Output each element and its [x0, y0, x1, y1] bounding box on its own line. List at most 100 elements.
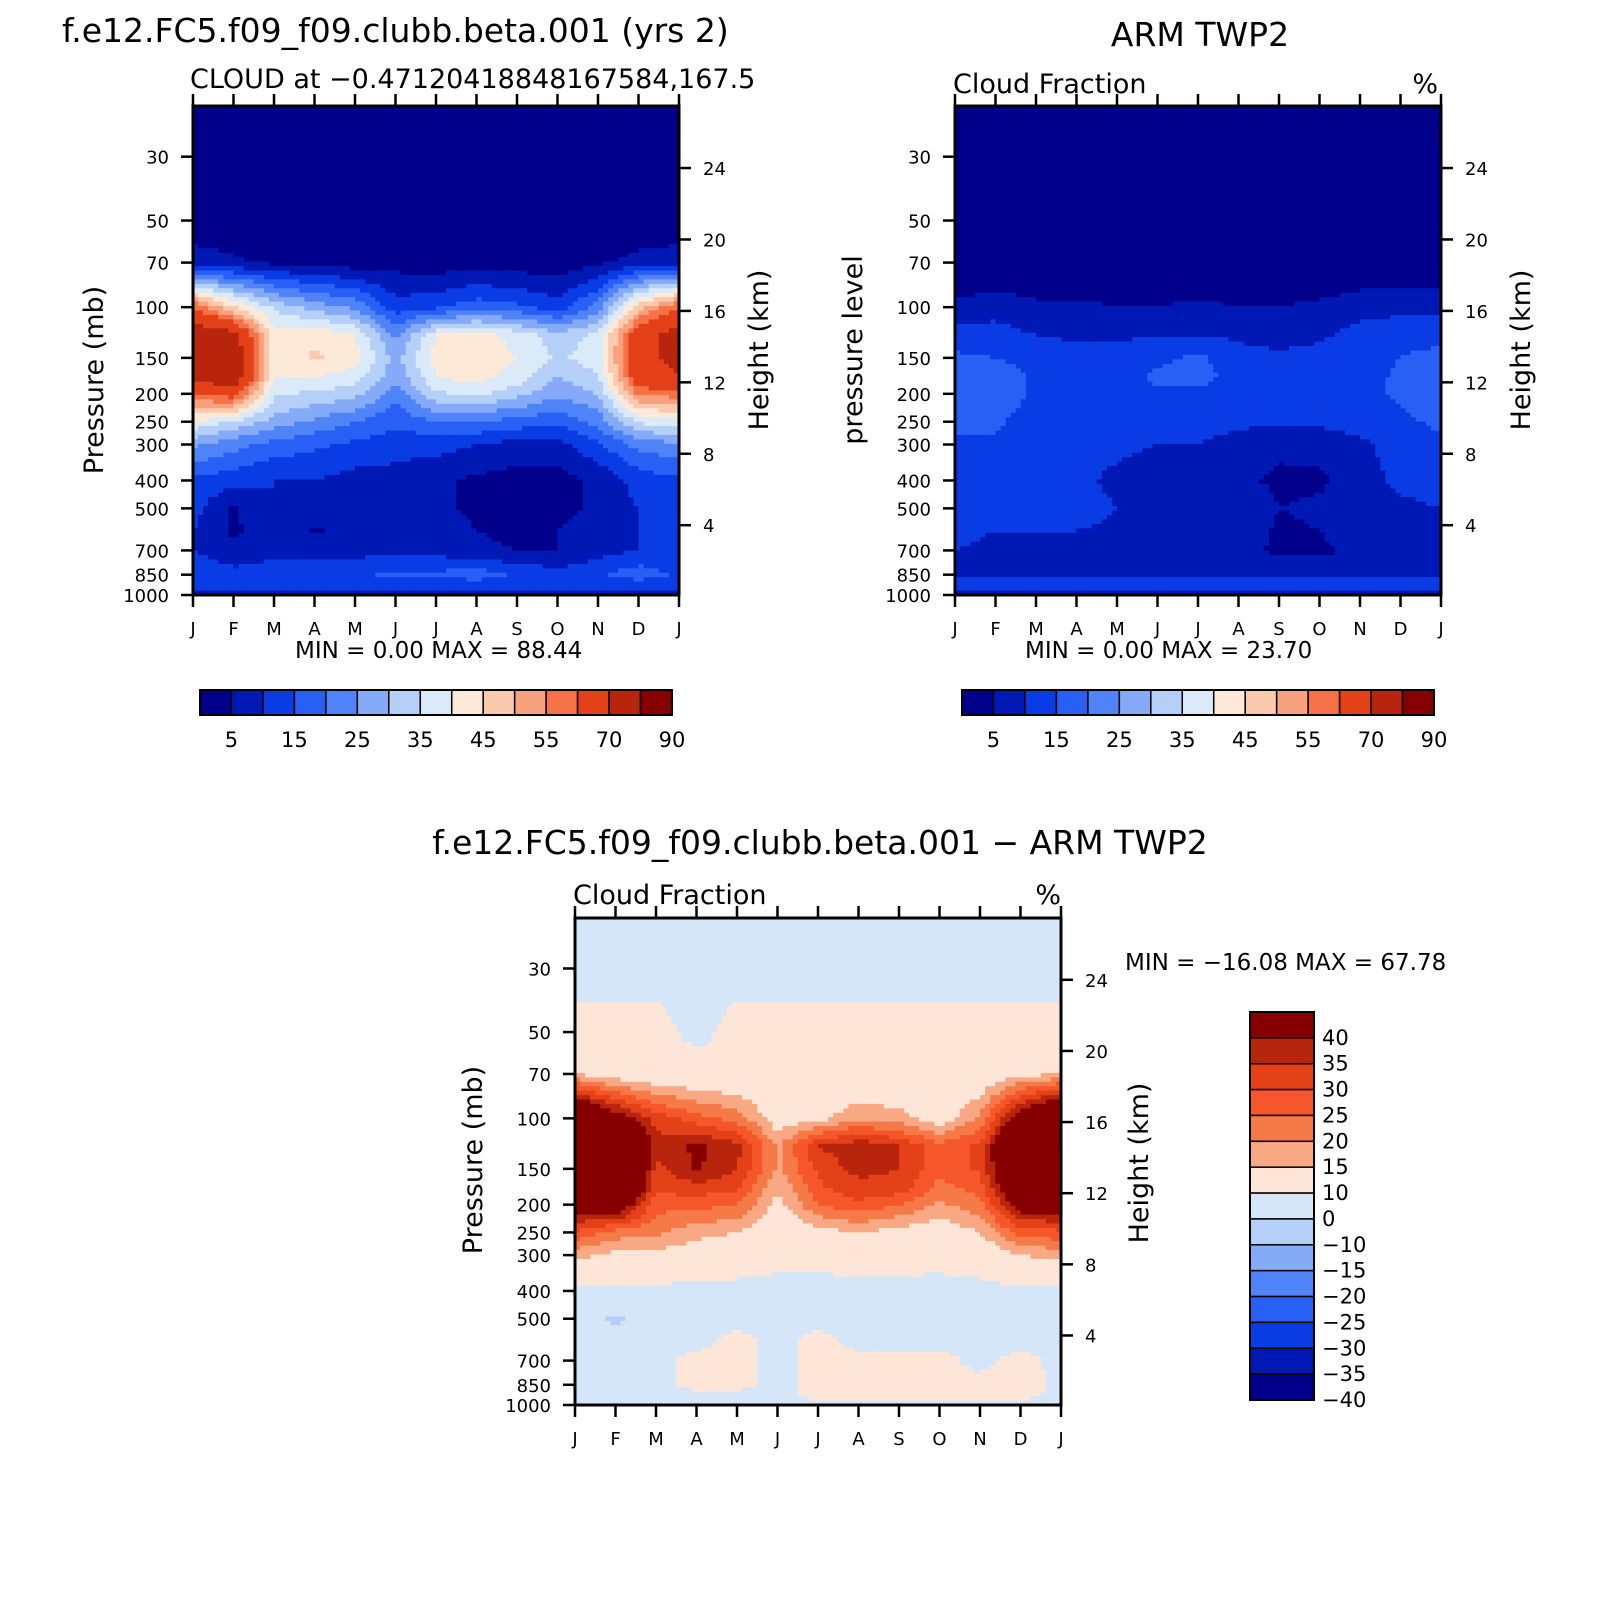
left-cell — [562, 212, 569, 218]
left-cell — [385, 292, 392, 298]
left-cell — [532, 114, 538, 120]
left-cell — [673, 234, 680, 240]
left-cell — [592, 168, 599, 174]
left-cell — [203, 168, 209, 174]
left-cell — [537, 110, 543, 116]
left-cell — [552, 221, 559, 227]
left-cell — [461, 257, 467, 263]
left-cell — [491, 132, 498, 138]
left-cell — [506, 132, 513, 138]
left-cell — [238, 190, 245, 196]
left-cell — [506, 186, 513, 192]
left-cell — [658, 283, 665, 289]
left-cell — [395, 306, 402, 312]
left-cell — [552, 132, 559, 138]
left-cell — [415, 261, 422, 267]
left-cell — [603, 181, 609, 187]
left-cell — [522, 190, 528, 196]
left-cell — [658, 332, 665, 338]
left-cell — [274, 123, 280, 129]
left-cell — [243, 221, 250, 227]
left-cell — [405, 266, 412, 272]
left-cell — [628, 150, 635, 156]
left-cell — [349, 132, 356, 138]
left-cell — [466, 283, 473, 289]
left-cell — [233, 319, 240, 325]
left-cell — [314, 212, 321, 218]
left-cell — [279, 128, 285, 134]
left-cell — [598, 221, 604, 227]
left-cell — [476, 106, 483, 112]
left-cell — [198, 226, 204, 232]
left-cell — [258, 297, 265, 303]
left-cell — [218, 283, 224, 289]
left-cell — [496, 266, 503, 272]
left-cell — [562, 114, 569, 120]
left-cell — [527, 132, 533, 138]
left-cell — [461, 150, 467, 156]
left-cell — [532, 234, 538, 240]
left-cell — [517, 252, 523, 258]
left-cell — [218, 328, 224, 334]
left-cell — [365, 106, 371, 112]
left-cell — [329, 212, 336, 218]
left-cell — [339, 252, 346, 258]
left-cell — [643, 234, 650, 240]
left-cell — [653, 150, 660, 156]
left-cell — [476, 270, 483, 276]
left-cell — [582, 270, 589, 276]
left-cell — [633, 119, 640, 125]
left-cell — [522, 306, 528, 312]
left-cell — [532, 301, 538, 307]
left-cell — [481, 106, 488, 112]
left-cell — [329, 257, 336, 263]
left-cell — [274, 226, 280, 232]
left-cell — [258, 141, 265, 147]
left-cell — [633, 266, 640, 272]
left-cell — [415, 123, 422, 129]
left-cell — [577, 212, 584, 218]
left-cell — [648, 314, 655, 320]
left-cell — [375, 194, 381, 200]
left-cell — [355, 234, 361, 240]
left-cell — [547, 319, 554, 325]
left-cell — [451, 328, 457, 334]
left-cell — [446, 212, 452, 218]
left-cell — [375, 146, 381, 152]
left-cell — [562, 217, 569, 223]
left-cell — [198, 328, 204, 334]
left-cell — [355, 261, 361, 267]
left-cell — [446, 137, 452, 143]
left-cell — [380, 203, 386, 209]
left-cell — [451, 159, 457, 165]
left-cell — [572, 248, 579, 254]
left-cell — [501, 261, 508, 267]
left-cell — [547, 221, 554, 227]
left-cell — [552, 297, 559, 303]
left-cell — [501, 239, 508, 245]
left-cell — [193, 119, 199, 125]
left-cell — [587, 261, 594, 267]
left-cell — [547, 261, 554, 267]
left-cell — [511, 221, 518, 227]
left-cell — [233, 186, 240, 192]
left-cell — [496, 150, 503, 156]
left-cell — [415, 177, 422, 183]
left-cell — [289, 323, 295, 329]
left-cell — [349, 234, 356, 240]
left-cell — [517, 332, 523, 338]
left-cell — [208, 154, 214, 160]
left-cell — [501, 154, 508, 160]
left-cell — [491, 137, 498, 143]
left-cell — [673, 328, 680, 334]
left-cell — [638, 288, 645, 294]
left-cell — [213, 239, 219, 245]
left-cell — [668, 163, 675, 169]
left-cell — [218, 154, 224, 160]
left-cell — [299, 114, 305, 120]
left-cell — [466, 141, 473, 147]
left-cell — [334, 128, 341, 134]
left-cell — [390, 279, 397, 285]
left-cell — [329, 301, 336, 307]
left-cell — [329, 288, 336, 294]
